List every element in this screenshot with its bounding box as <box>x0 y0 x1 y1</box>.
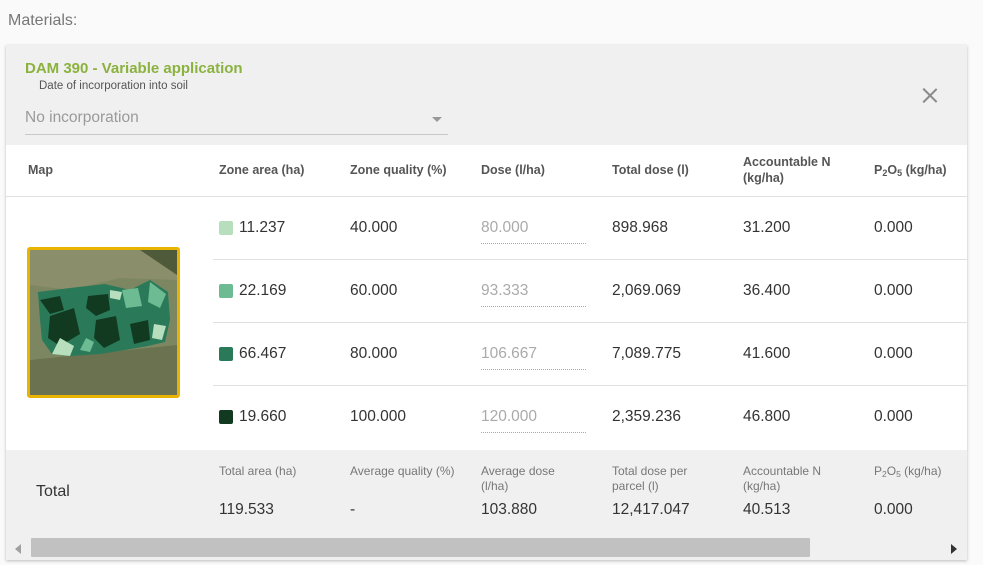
accountable-n-total-value: 40.513 <box>743 501 791 518</box>
zone-quality-cell: 40.000 <box>350 219 398 236</box>
accountable-n-cell: 36.400 <box>743 282 791 299</box>
accountable-n-cell: 41.600 <box>743 345 791 362</box>
average-quality-value: - <box>350 501 356 518</box>
header-zone-quality: Zone quality (%) <box>350 163 447 177</box>
table-row: 11.237 40.000 80.000 898.968 31.200 0.00… <box>213 198 967 261</box>
header-p2o5-p: P <box>874 163 883 177</box>
row-divider <box>213 259 967 260</box>
arrow-left-icon[interactable] <box>15 544 21 554</box>
total-dose-value: 12,417.047 <box>612 501 690 518</box>
average-dose-value: 103.880 <box>481 501 538 518</box>
zone-color-swatch <box>219 284 233 298</box>
total-dose-label: Total dose per parcel (l) <box>612 464 687 494</box>
p2o5-cell: 0.000 <box>874 408 913 425</box>
header-map: Map <box>28 163 53 177</box>
horizontal-scrollbar[interactable] <box>6 536 967 560</box>
dose-input-value: 80.000 <box>481 219 529 236</box>
total-dose-cell: 2,069.069 <box>612 282 681 299</box>
zone-quality-cell: 100.000 <box>350 408 407 425</box>
header-divider <box>6 196 967 197</box>
header-p2o5-o: O <box>887 163 898 177</box>
total-dose-cell: 898.968 <box>612 219 669 236</box>
average-dose-label-line2: (l/ha) <box>481 479 509 493</box>
dose-input-value: 93.333 <box>481 282 529 299</box>
totals-footer: Total Total area (ha) Average quality (%… <box>6 450 967 536</box>
dose-input[interactable]: 120.000 <box>481 401 586 433</box>
p2o5-total-sub5: 5 <box>896 469 901 479</box>
accountable-n-total-label: Accountable N (kg/ha) <box>743 464 821 494</box>
total-area-value: 119.533 <box>219 501 274 518</box>
zone-quality-cell: 60.000 <box>350 282 398 299</box>
p2o5-cell: 0.000 <box>874 282 913 299</box>
total-dose-label-line1: Total dose per <box>612 464 688 478</box>
row-divider <box>213 385 967 386</box>
accountable-n-cell: 31.200 <box>743 219 791 236</box>
total-dose-cell: 2,359.236 <box>612 408 681 425</box>
materials-label: Materials: <box>8 12 78 29</box>
average-quality-label: Average quality (%) <box>350 464 455 478</box>
material-card: DAM 390 - Variable application Date of i… <box>6 45 967 560</box>
dose-input[interactable]: 106.667 <box>481 338 586 370</box>
zone-color-swatch <box>219 347 233 361</box>
incorporation-date-label: Date of incorporation into soil <box>39 80 188 92</box>
p2o5-total-value: 0.000 <box>874 501 913 518</box>
zone-color-swatch <box>219 221 233 235</box>
average-dose-label-line1: Average dose <box>481 464 555 478</box>
header-accountable-n: Accountable N (kg/ha) <box>743 154 831 186</box>
zone-area-cell: 19.660 <box>239 408 287 425</box>
accountable-n-total-label-line1: Accountable N <box>743 464 822 478</box>
zone-map-image <box>30 250 177 395</box>
header-accountable-n-line2: (kg/ha) <box>743 171 784 185</box>
zone-color-swatch <box>219 410 233 424</box>
header-p2o5-sub2: 2 <box>882 168 888 178</box>
average-dose-label: Average dose (l/ha) <box>481 464 555 494</box>
close-icon[interactable] <box>919 84 941 106</box>
zone-area-cell: 22.169 <box>239 282 287 299</box>
total-area-label: Total area (ha) <box>219 464 297 478</box>
header-p2o5-sub5: 5 <box>897 168 903 178</box>
incorporation-select[interactable]: No incorporation <box>25 103 448 135</box>
p2o5-cell: 0.000 <box>874 345 913 362</box>
header-zone-area: Zone area (ha) <box>219 163 305 177</box>
total-label: Total <box>36 483 70 500</box>
dose-input-value: 120.000 <box>481 408 538 425</box>
total-dose-cell: 7,089.775 <box>612 345 681 362</box>
p2o5-total-label: P2O5 (kg/ha) <box>874 464 942 482</box>
header-accountable-n-line1: Accountable N <box>743 155 831 169</box>
material-card-header: DAM 390 - Variable application Date of i… <box>6 45 967 145</box>
table-row: 22.169 60.000 93.333 2,069.069 36.400 0.… <box>213 261 967 324</box>
dose-input[interactable]: 93.333 <box>481 275 586 307</box>
dose-input-value: 106.667 <box>481 345 538 362</box>
p2o5-total-sub2: 2 <box>882 469 887 479</box>
header-dose: Dose (l/ha) <box>481 163 545 177</box>
total-dose-label-line2: parcel (l) <box>612 479 659 493</box>
zone-area-cell: 66.467 <box>239 345 287 362</box>
p2o5-cell: 0.000 <box>874 219 913 236</box>
table-row: 19.660 100.000 120.000 2,359.236 46.800 … <box>213 387 967 450</box>
p2o5-total-p: P <box>874 464 883 478</box>
header-total-dose: Total dose (l) <box>612 163 689 177</box>
p2o5-total-unit: (kg/ha) <box>900 464 942 478</box>
arrow-right-icon[interactable] <box>951 544 957 554</box>
row-divider <box>213 322 967 323</box>
zones-table: Map Zone area (ha) Zone quality (%) Dose… <box>6 145 967 450</box>
accountable-n-cell: 46.800 <box>743 408 791 425</box>
zone-area-cell: 11.237 <box>239 219 286 236</box>
accountable-n-total-label-line2: (kg/ha) <box>743 479 781 493</box>
product-title: DAM 390 - Variable application <box>25 60 243 77</box>
header-p2o5-unit: (kg/ha) <box>902 163 947 177</box>
table-row: 66.467 80.000 106.667 7,089.775 41.600 0… <box>213 324 967 387</box>
chevron-down-icon <box>432 117 442 122</box>
scrollbar-thumb[interactable] <box>31 538 810 557</box>
header-p2o5: P2O5 (kg/ha) <box>874 162 947 181</box>
zone-map-thumbnail[interactable] <box>27 247 180 398</box>
p2o5-total-o: O <box>886 464 897 478</box>
zone-quality-cell: 80.000 <box>350 345 398 362</box>
incorporation-select-value: No incorporation <box>25 109 139 126</box>
dose-input[interactable]: 80.000 <box>481 212 586 244</box>
